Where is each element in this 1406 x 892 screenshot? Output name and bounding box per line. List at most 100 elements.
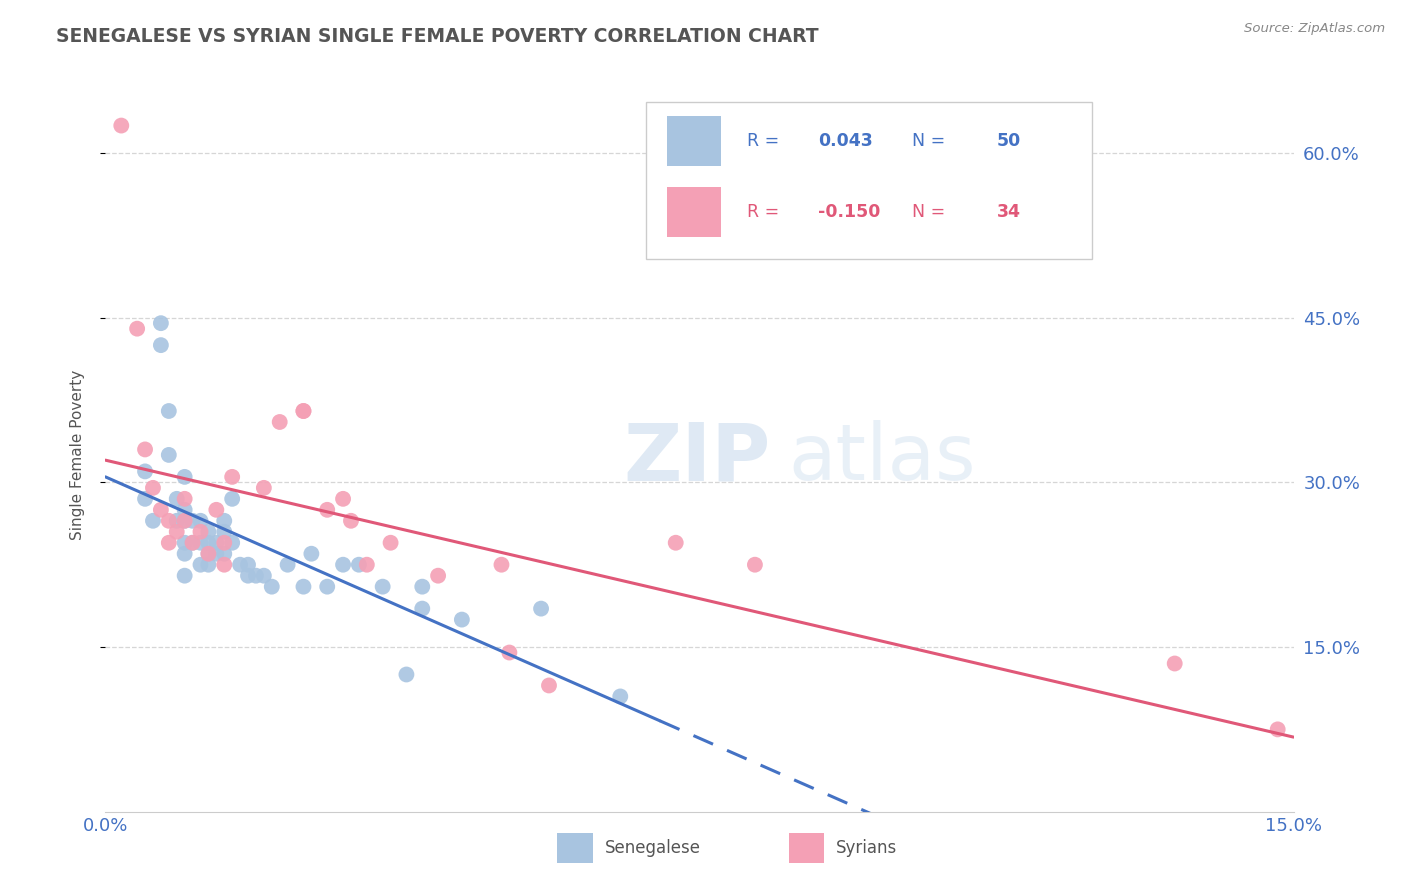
- Point: [173, 547, 195, 561]
- Text: ZIP: ZIP: [623, 419, 770, 498]
- Point: [134, 491, 156, 506]
- Bar: [789, 833, 824, 863]
- Point: [149, 338, 172, 352]
- Point: [190, 558, 212, 572]
- Point: [157, 535, 180, 549]
- Point: [292, 404, 315, 418]
- Point: [173, 514, 195, 528]
- Point: [205, 535, 228, 549]
- FancyBboxPatch shape: [645, 102, 1091, 259]
- Point: [214, 535, 236, 549]
- Point: [491, 558, 513, 572]
- Point: [190, 524, 212, 539]
- Point: [134, 464, 156, 478]
- Point: [665, 535, 688, 549]
- Point: [197, 547, 219, 561]
- Point: [229, 558, 252, 572]
- Point: [205, 503, 228, 517]
- Point: [166, 524, 188, 539]
- Text: 34: 34: [997, 203, 1021, 221]
- Point: [411, 601, 433, 615]
- Text: Source: ZipAtlas.com: Source: ZipAtlas.com: [1244, 22, 1385, 36]
- Point: [221, 470, 243, 484]
- Point: [181, 535, 204, 549]
- Point: [427, 568, 450, 582]
- Point: [181, 535, 204, 549]
- Text: -0.150: -0.150: [818, 203, 880, 221]
- Point: [299, 547, 322, 561]
- Point: [269, 415, 291, 429]
- Point: [197, 547, 219, 561]
- Y-axis label: Single Female Poverty: Single Female Poverty: [70, 370, 84, 540]
- Point: [340, 514, 363, 528]
- Point: [173, 491, 195, 506]
- Point: [214, 558, 236, 572]
- Point: [197, 535, 219, 549]
- Point: [221, 535, 243, 549]
- Text: 50: 50: [997, 132, 1021, 150]
- Point: [450, 613, 472, 627]
- Text: Syrians: Syrians: [837, 839, 897, 857]
- Point: [197, 558, 219, 572]
- Point: [173, 470, 195, 484]
- Point: [371, 580, 394, 594]
- Point: [1164, 657, 1187, 671]
- Point: [332, 491, 354, 506]
- Text: SENEGALESE VS SYRIAN SINGLE FEMALE POVERTY CORRELATION CHART: SENEGALESE VS SYRIAN SINGLE FEMALE POVER…: [56, 27, 818, 45]
- Point: [157, 448, 180, 462]
- Point: [166, 491, 188, 506]
- Point: [277, 558, 299, 572]
- Point: [142, 514, 165, 528]
- Text: 0.043: 0.043: [818, 132, 873, 150]
- Text: R =: R =: [747, 203, 785, 221]
- Point: [332, 558, 354, 572]
- Point: [380, 535, 402, 549]
- Point: [498, 646, 520, 660]
- Point: [214, 514, 236, 528]
- Point: [149, 503, 172, 517]
- Point: [221, 491, 243, 506]
- Point: [347, 558, 370, 572]
- Point: [292, 404, 315, 418]
- Point: [157, 514, 180, 528]
- Point: [173, 503, 195, 517]
- Point: [530, 601, 553, 615]
- Point: [537, 678, 560, 692]
- Text: atlas: atlas: [789, 420, 976, 497]
- Point: [190, 514, 212, 528]
- Point: [253, 568, 276, 582]
- Point: [609, 690, 631, 704]
- Point: [214, 547, 236, 561]
- Bar: [668, 116, 721, 166]
- Point: [316, 580, 339, 594]
- Point: [292, 580, 315, 594]
- Text: N =: N =: [901, 203, 952, 221]
- Point: [253, 481, 276, 495]
- Text: Senegalese: Senegalese: [605, 839, 700, 857]
- Point: [245, 568, 267, 582]
- Point: [173, 568, 195, 582]
- Point: [173, 514, 195, 528]
- Bar: [557, 833, 592, 863]
- Point: [149, 316, 172, 330]
- Point: [411, 580, 433, 594]
- Point: [127, 321, 149, 335]
- Point: [157, 404, 180, 418]
- Point: [190, 535, 212, 549]
- Point: [316, 503, 339, 517]
- Text: N =: N =: [901, 132, 952, 150]
- Point: [236, 568, 259, 582]
- Point: [166, 514, 188, 528]
- Bar: [668, 187, 721, 237]
- Point: [142, 481, 165, 495]
- Text: R =: R =: [747, 132, 785, 150]
- Point: [173, 535, 195, 549]
- Point: [214, 524, 236, 539]
- Point: [110, 119, 132, 133]
- Point: [356, 558, 378, 572]
- Point: [395, 667, 418, 681]
- Point: [181, 514, 204, 528]
- Point: [260, 580, 283, 594]
- Point: [134, 442, 156, 457]
- Point: [1267, 723, 1289, 737]
